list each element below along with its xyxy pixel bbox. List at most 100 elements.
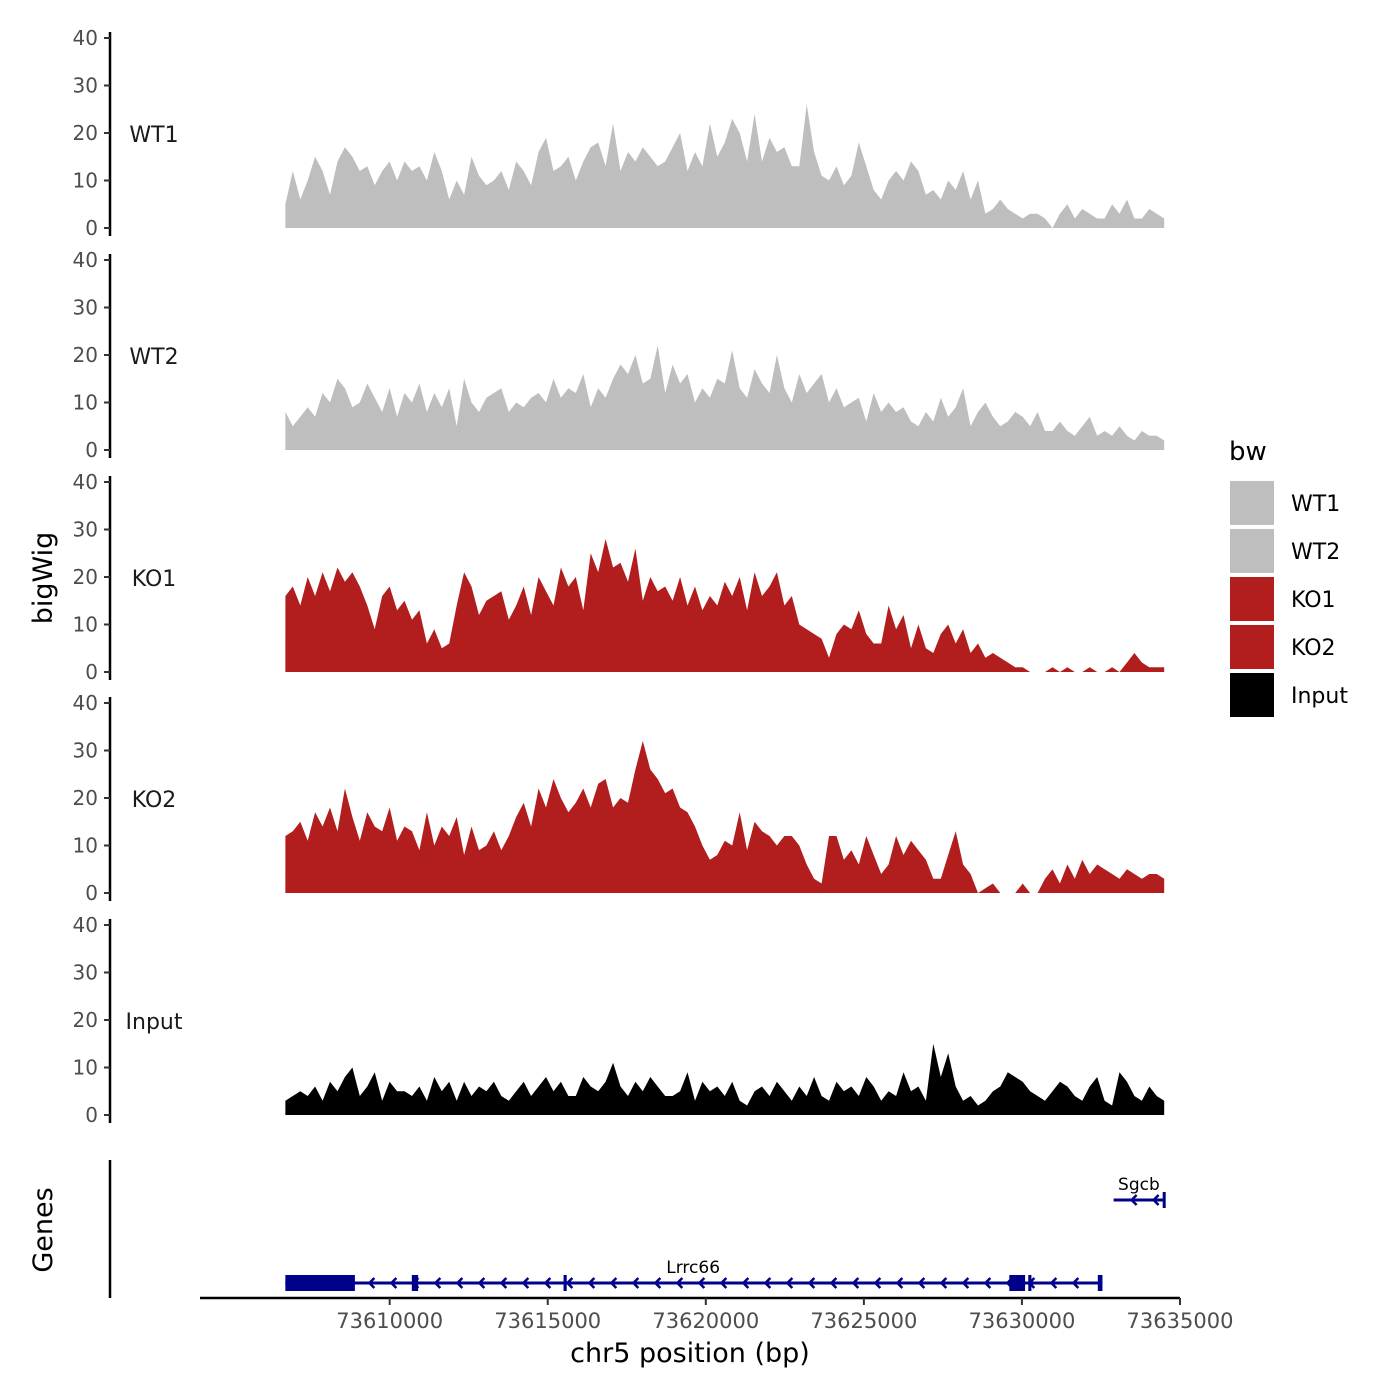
strand-arrow [829, 1277, 838, 1289]
y-tick-label: 20 [73, 121, 98, 145]
track-label: KO1 [132, 567, 177, 592]
y-tick-label: 0 [85, 881, 98, 905]
strand-arrow [961, 1277, 970, 1289]
strand-arrow [807, 1277, 816, 1289]
strand-arrow [895, 1277, 904, 1289]
legend-label: KO1 [1291, 588, 1336, 613]
y-tick-label: 10 [73, 169, 98, 193]
y-tick-label: 0 [85, 438, 98, 462]
y-tick-label: 20 [73, 786, 98, 810]
gene-sgcb: Sgcb [1113, 1175, 1166, 1208]
strand-arrow [1071, 1277, 1080, 1289]
coverage-tracks: 0 10 20 30 40 WT1 0 10 20 30 40 WT2 0 10 20 30 40 KO1 0 10 2… [73, 26, 1165, 1127]
strand-arrow [785, 1277, 794, 1289]
x-tick-label: 73625000 [810, 1309, 917, 1333]
strand-arrow [587, 1277, 596, 1289]
strand-arrow [499, 1277, 508, 1289]
strand-arrow [939, 1277, 948, 1289]
strand-arrow [631, 1277, 640, 1289]
y-tick-label: 40 [73, 913, 98, 937]
coverage-area [285, 345, 1165, 450]
strand-arrow [741, 1277, 750, 1289]
strand-arrow [565, 1277, 574, 1289]
y-tick-label: 40 [73, 470, 98, 494]
x-axis: 73610000 73615000 73620000 73625000 73630000… [200, 1296, 1234, 1333]
track-label: WT2 [129, 345, 178, 370]
track-input: 0 10 20 30 40 Input [73, 913, 1165, 1127]
strand-arrow [873, 1277, 882, 1289]
strand-arrow [653, 1277, 662, 1289]
strand-arrow [675, 1277, 684, 1289]
strand-arrow [543, 1277, 552, 1289]
exon [563, 1275, 567, 1291]
track-label: WT1 [129, 123, 178, 148]
strand-arrow [917, 1277, 926, 1289]
gene-label: Lrrc66 [666, 1258, 720, 1278]
y-tick-label: 30 [73, 518, 98, 542]
y-tick-label: 10 [73, 391, 98, 415]
track-ko1: 0 10 20 30 40 KO1 [73, 470, 1165, 684]
legend-swatch [1228, 671, 1276, 719]
y-tick-label: 40 [73, 691, 98, 715]
y-tick-label: 20 [73, 565, 98, 589]
x-tick-label: 73630000 [968, 1309, 1075, 1333]
x-tick-label: 73615000 [494, 1309, 601, 1333]
strand-arrow [609, 1277, 618, 1289]
strand-arrow [1129, 1194, 1138, 1206]
strand-arrow [367, 1277, 376, 1289]
genes-track: Lrrc66 Sgcb [108, 1160, 1166, 1298]
strand-arrow [433, 1277, 442, 1289]
legend-swatch [1228, 527, 1276, 575]
exon [1009, 1275, 1026, 1291]
gene-lrrc66: Lrrc66 [285, 1258, 1103, 1291]
y-tick-label: 10 [73, 613, 98, 637]
track-label: KO2 [132, 788, 177, 813]
legend-swatch [1228, 575, 1276, 623]
exon [1097, 1275, 1101, 1291]
coverage-area [285, 539, 1165, 672]
track-label: Input [126, 1010, 183, 1035]
strand-arrow [477, 1277, 486, 1289]
legend-label: WT2 [1291, 540, 1340, 565]
x-axis-label: chr5 position (bp) [570, 1338, 810, 1369]
strand-arrow [983, 1277, 992, 1289]
y-tick-label: 20 [73, 1008, 98, 1032]
coverage-area [285, 104, 1165, 228]
strand-arrow [1049, 1277, 1058, 1289]
exon [411, 1275, 419, 1291]
strand-arrow [719, 1277, 728, 1289]
y-axis-label: bigWig [28, 532, 59, 625]
legend-label: Input [1291, 684, 1348, 709]
gene-label: Sgcb [1118, 1175, 1160, 1195]
legend-label: KO2 [1291, 636, 1336, 661]
y-tick-label: 0 [85, 1103, 98, 1127]
y-tick-label: 0 [85, 660, 98, 684]
y-tick-label: 30 [73, 961, 98, 985]
strand-arrow [389, 1277, 398, 1289]
track-wt2: 0 10 20 30 40 WT2 [73, 248, 1165, 462]
track-wt1: 0 10 20 30 40 WT1 [73, 26, 1165, 240]
strand-arrow [455, 1277, 464, 1289]
coverage-area [285, 1043, 1165, 1115]
strand-arrow [1151, 1194, 1160, 1206]
y-tick-label: 40 [73, 248, 98, 272]
y-tick-label: 40 [73, 26, 98, 50]
legend-title: bw [1229, 437, 1267, 467]
y-tick-label: 30 [73, 74, 98, 98]
y-tick-label: 10 [73, 1056, 98, 1080]
legend: bw WT1 WT2 KO1 KO2 Input [1228, 437, 1348, 719]
y-tick-label: 30 [73, 739, 98, 763]
x-tick-label: 73635000 [1127, 1309, 1234, 1333]
x-tick-label: 73620000 [652, 1309, 759, 1333]
legend-swatch [1228, 623, 1276, 671]
legend-swatch [1228, 479, 1276, 527]
strand-arrow [521, 1277, 530, 1289]
y-tick-label: 10 [73, 834, 98, 858]
coverage-area [285, 741, 1165, 893]
exon [1028, 1275, 1032, 1291]
legend-label: WT1 [1291, 492, 1340, 517]
strand-arrow [697, 1277, 706, 1289]
strand-arrow [851, 1277, 860, 1289]
genes-track-label: Genes [28, 1187, 59, 1272]
